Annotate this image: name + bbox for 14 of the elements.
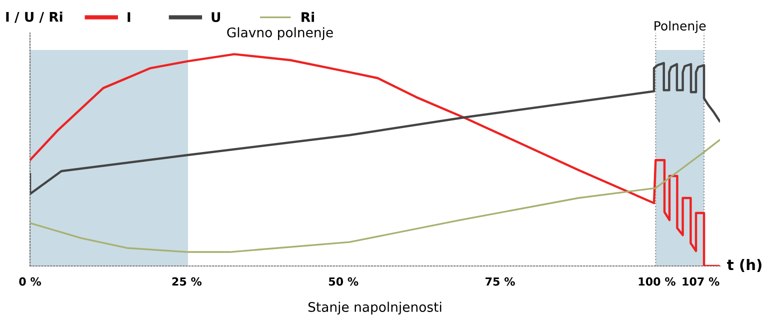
x-tick-label: 107 % [682,277,720,286]
x-tick-label: 25 % [172,277,202,286]
band-label: Polnenje [654,20,706,33]
legend-label: Ri [302,12,314,22]
x-axis-title: Stanje napolnjenosti [308,302,442,315]
text: Glavno polnenje [227,27,333,40]
x-tick-label: 75 % [486,277,515,286]
x-tick-label: 0 % [19,277,42,286]
text: t (h) [727,258,762,272]
legend-label: U [212,12,220,22]
x-tick-label: 50 % [328,277,358,286]
y-axis-title: I / U / Ri [6,12,62,23]
legend-label: I [128,12,130,22]
x-tick-label: 100 % [638,277,676,286]
